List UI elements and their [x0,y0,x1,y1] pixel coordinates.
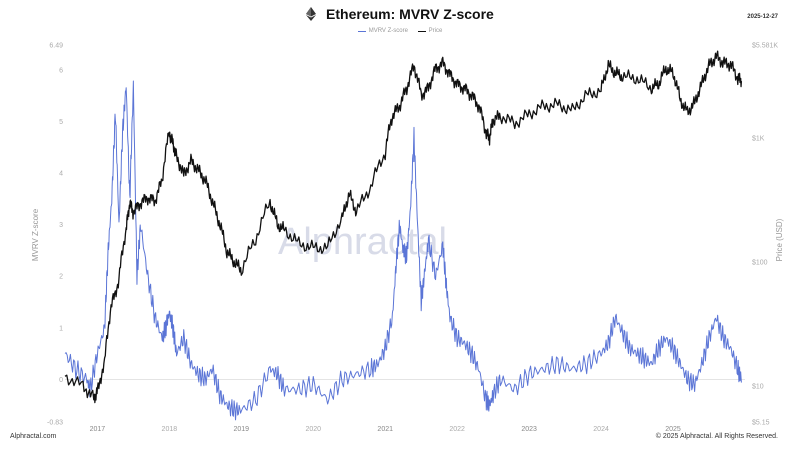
legend-swatch-mvrv [357,30,366,32]
watermark-text: Alphractal [278,221,447,263]
footer-copyright: © 2025 Alphractal. All Rights Reserved. [655,433,778,440]
left-tick-label: 1 [59,325,63,332]
right-axis-title: Price (USD) [775,218,784,261]
left-tick-label: 4 [59,171,63,178]
x-tick-label: 2024 [593,426,609,433]
legend-swatch-price [417,30,426,32]
series-line-mvrv [64,80,742,421]
legend-label-mvrv: MVRV Z-score [368,28,408,35]
legend-label-price: Price [428,28,443,35]
right-axis: $5.581K $1K $100 $10 $5.15 [752,43,778,427]
right-tick-label: $1K [752,135,765,142]
chart-title-row: Ethereum: MVRV Z-score [0,6,800,24]
left-tick-label: 2 [59,274,63,281]
x-tick-label: 2023 [521,426,537,433]
right-tick-label: $5.15 [752,420,770,427]
x-tick-label: 2020 [305,426,321,433]
right-tick-label: $100 [752,259,768,266]
left-tick-label: 6 [59,68,63,75]
x-tick-label: 2021 [377,426,393,433]
left-tick-label: 6.49 [49,43,63,50]
x-tick-label: 2025 [665,426,681,433]
footer-source: Alphractal.com [10,433,57,440]
right-tick-label: $5.581K [752,43,778,50]
left-axis: 6.49 6 5 4 3 2 1 0 -0.83 [47,43,63,427]
ethereum-icon [306,7,317,24]
x-tick-label: 2022 [449,426,465,433]
left-tick-label: 3 [59,222,63,229]
right-tick-label: $10 [752,384,764,391]
left-tick-label: -0.83 [47,420,63,427]
legend-item-mvrv[interactable]: MVRV Z-score [357,28,408,35]
left-axis-title: MVRV Z-score [31,208,40,261]
series-layer [64,50,743,421]
x-tick-label: 2018 [162,426,178,433]
x-tick-label: 2017 [90,426,106,433]
x-axis: 2017 2018 2019 2020 2021 2022 2023 2024 2025 [90,426,681,433]
left-tick-label: 0 [59,377,63,384]
series-line-price [64,50,743,404]
legend-item-price[interactable]: Price [417,28,443,35]
chart-legend: MVRV Z-score Price [0,28,800,34]
x-tick-label: 2019 [234,426,250,433]
left-tick-label: 5 [59,119,63,126]
chart-title: Ethereum: MVRV Z-score [326,6,494,22]
date-stamp: 2025-12-27 [747,14,778,20]
